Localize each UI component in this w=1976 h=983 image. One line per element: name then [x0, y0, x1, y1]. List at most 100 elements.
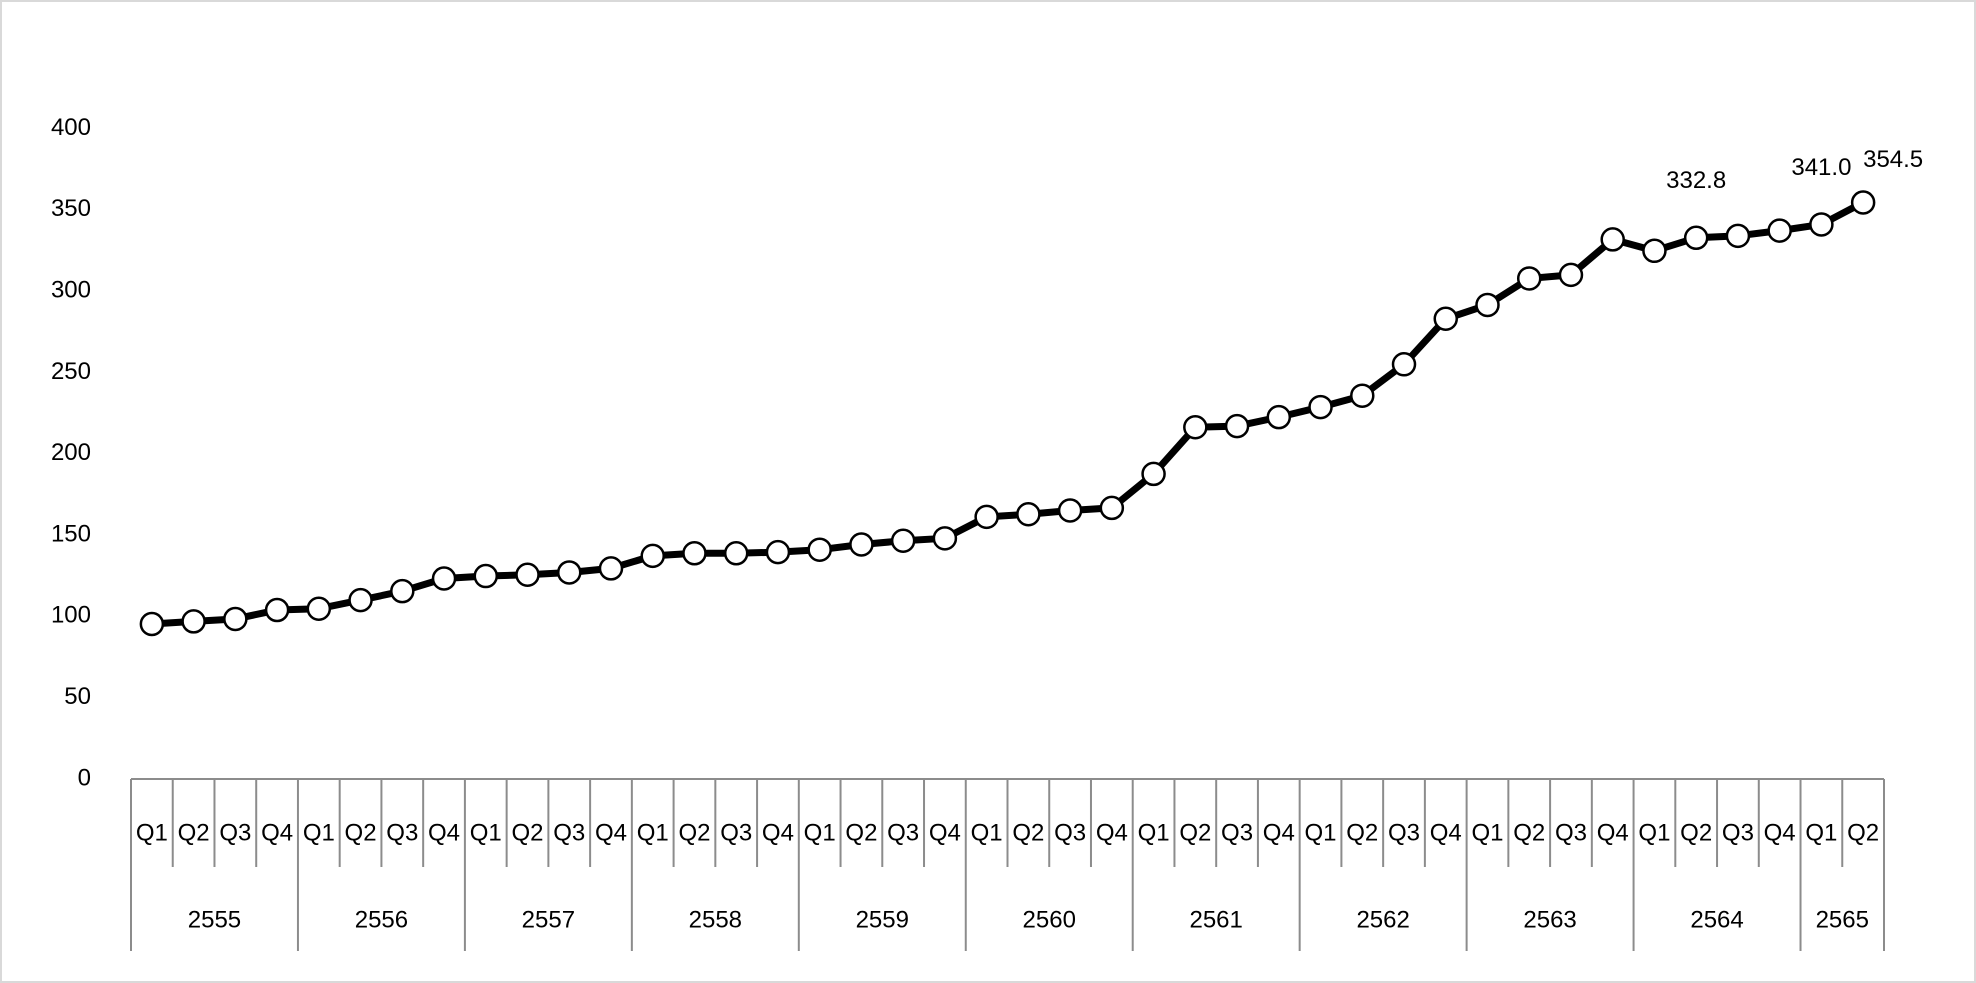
- y-tick-label: 200: [51, 439, 91, 466]
- data-point: [890, 528, 916, 554]
- data-point: [1683, 225, 1709, 251]
- x-tick-label: Q4: [261, 819, 293, 846]
- data-point: [849, 532, 874, 557]
- x-tick-label: Q1: [1305, 819, 1337, 846]
- x-tick-label: Q4: [428, 819, 460, 846]
- data-point: [723, 541, 749, 566]
- x-tick-label: Q1: [1805, 819, 1837, 846]
- x-tick-label: Q4: [595, 819, 627, 846]
- x-tick-label: Q2: [1680, 819, 1712, 846]
- data-point: [1183, 414, 1208, 440]
- group-label: 2556: [355, 906, 408, 933]
- data-point: [348, 587, 373, 613]
- data-point: [807, 537, 832, 562]
- x-tick-label: Q2: [678, 819, 710, 846]
- data-point: [1767, 218, 1792, 243]
- y-tick-label: 0: [78, 764, 91, 791]
- x-tick-label: Q3: [720, 819, 752, 846]
- data-point: [1141, 461, 1166, 487]
- x-tick-label: Q2: [1847, 819, 1879, 846]
- data-point: [139, 611, 165, 637]
- data-point: [640, 543, 665, 569]
- data-point: [1308, 394, 1333, 420]
- x-tick-label: Q1: [1638, 819, 1670, 846]
- y-tick-label: 400: [51, 114, 91, 141]
- data-point: [1850, 190, 1876, 215]
- group-label: 2559: [856, 906, 909, 933]
- x-tick-label: Q4: [1263, 819, 1295, 846]
- y-tick-label: 300: [51, 276, 91, 303]
- data-point: [181, 609, 206, 634]
- data-point: [765, 539, 791, 565]
- x-tick-label: Q1: [971, 819, 1003, 846]
- group-label: 2564: [1690, 906, 1743, 933]
- data-point: [1558, 262, 1584, 288]
- data-point: [1809, 212, 1834, 237]
- x-tick-label: Q2: [1012, 819, 1044, 846]
- x-tick-label: Q4: [929, 819, 961, 846]
- data-point: [1433, 306, 1458, 332]
- x-tick-label: Q3: [1722, 819, 1754, 846]
- data-point: [1057, 498, 1083, 523]
- x-tick-label: Q3: [386, 819, 418, 846]
- group-label: 2562: [1356, 906, 1409, 933]
- x-tick-label: Q2: [1513, 819, 1545, 846]
- x-tick-label: Q4: [1096, 819, 1128, 846]
- x-tick-label: Q3: [1221, 819, 1253, 846]
- x-tick-label: Q1: [804, 819, 836, 846]
- data-point: [431, 566, 457, 591]
- data-point: [223, 606, 248, 632]
- data-point: [1516, 266, 1542, 291]
- data-point: [1099, 495, 1125, 521]
- x-tick-label: Q2: [178, 819, 210, 846]
- group-label: 2555: [188, 906, 241, 933]
- x-tick-label: Q2: [1179, 819, 1211, 846]
- x-tick-label: Q4: [762, 819, 794, 846]
- data-point: [1016, 501, 1041, 527]
- x-tick-label: Q1: [470, 819, 502, 846]
- group-label: 2565: [1816, 906, 1869, 933]
- data-point: [473, 563, 499, 589]
- data-point: [974, 504, 999, 530]
- x-tick-label: Q4: [1597, 819, 1629, 846]
- data-point: [598, 556, 624, 581]
- x-tick-label: Q3: [1054, 819, 1086, 846]
- data-point: [306, 596, 332, 621]
- group-label: 2560: [1023, 906, 1076, 933]
- y-tick-label: 350: [51, 195, 91, 222]
- x-tick-label: Q3: [1388, 819, 1420, 846]
- data-point: [390, 578, 415, 604]
- data-label: 354.5: [1863, 146, 1923, 173]
- x-tick-label: Q3: [553, 819, 585, 846]
- x-tick-label: Q3: [1555, 819, 1587, 846]
- data-point: [1350, 383, 1375, 408]
- x-tick-label: Q2: [1346, 819, 1378, 846]
- data-point: [932, 526, 958, 551]
- data-point: [1642, 238, 1667, 264]
- x-tick-label: Q1: [1471, 819, 1503, 846]
- data-label: 332.8: [1666, 167, 1726, 194]
- group-label: 2557: [522, 906, 575, 933]
- y-tick-label: 50: [64, 683, 91, 710]
- data-point: [1266, 404, 1292, 430]
- x-tick-label: Q3: [887, 819, 919, 846]
- x-tick-label: Q4: [1764, 819, 1796, 846]
- data-point: [1475, 292, 1500, 318]
- data-point: [1725, 223, 1751, 249]
- data-point: [1224, 413, 1250, 439]
- y-tick-label: 250: [51, 358, 91, 385]
- x-tick-label: Q3: [219, 819, 251, 846]
- group-label: 2558: [689, 906, 742, 933]
- x-tick-label: Q4: [1430, 819, 1462, 846]
- x-tick-label: Q2: [845, 819, 877, 846]
- group-label: 2563: [1523, 906, 1576, 933]
- data-point: [557, 560, 582, 585]
- y-tick-label: 100: [51, 602, 91, 629]
- data-point: [682, 541, 707, 566]
- data-point: [515, 562, 540, 587]
- data-point: [264, 597, 290, 623]
- x-tick-label: Q1: [303, 819, 335, 846]
- x-tick-label: Q1: [1138, 819, 1170, 846]
